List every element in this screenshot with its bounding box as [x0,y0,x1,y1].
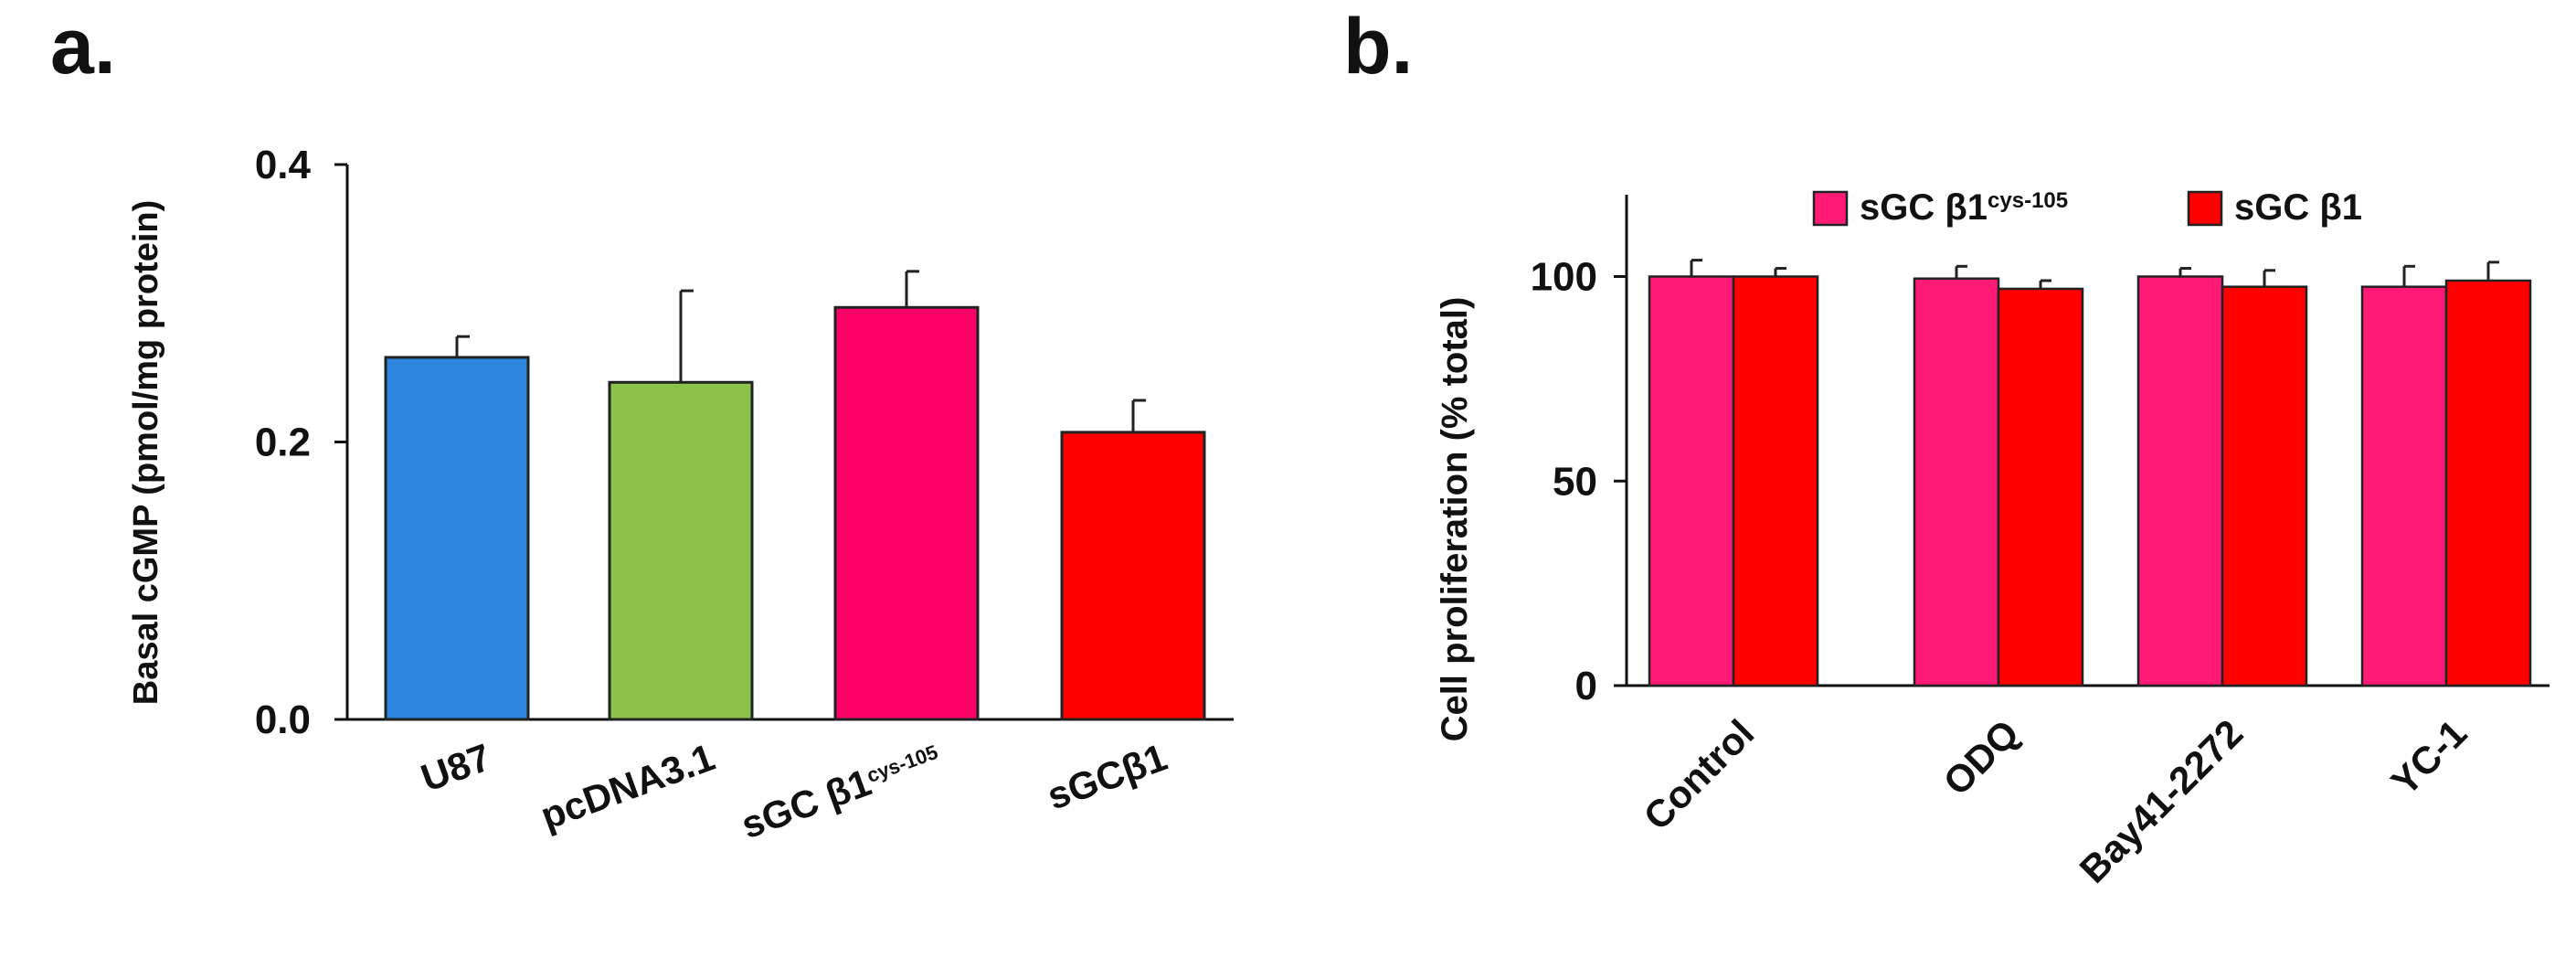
chart-a-category-label-sup: cys-105 [864,740,940,786]
chart-a-category-label: sGC β1cys-105 [736,735,946,846]
chart-a-y-tick-label: 0.4 [255,143,312,187]
chart-a-y-tick-label: 0.2 [255,420,311,465]
chart-a-category-label: U87 [416,735,496,800]
chart-b: Cell proliferation (% total) 0 50 100 Cont… [1435,187,2549,891]
chart-b-legend-label-text: sGC β1 [2234,187,2362,228]
chart-a-bar [608,380,754,721]
chart-b-category-label: Control [1636,711,1763,838]
chart-b-bar [1732,275,1819,687]
chart-b-bar [1997,287,2084,687]
chart-b-y-tick-label: 0 [1575,664,1597,708]
chart-a-y-tick-label: 0.0 [255,697,311,742]
chart-b-legend-swatch [2187,190,2223,227]
chart-a-bar [1060,431,1206,721]
chart-b-bar [2221,285,2308,687]
chart-a-category-label: sGCβ1 [1042,735,1172,817]
chart-b-bar [1648,275,1735,687]
chart-a-category-label-text: sGCβ1 [1042,735,1172,817]
chart-b-bar [1913,277,2000,687]
chart-b-bar [2136,275,2224,687]
chart-a-category-label-text: pcDNA3.1 [535,735,721,837]
chart-b-legend-label-text: sGC β1 [1860,187,1988,228]
chart-b-legend: sGC β1cys-105 sGC β1 [1812,187,2362,228]
chart-b-y-axis-title: Cell proliferation (% total) [1435,297,1475,742]
chart-a-category-label: pcDNA3.1 [535,735,721,837]
chart-b-category-label: Bay41-2272 [2072,711,2252,891]
chart-b-y-tick-label: 100 [1531,255,1597,300]
chart-a-bar [384,356,530,721]
chart-a-bar [833,305,980,721]
panel-a-letter: a. [50,3,116,90]
chart-b-legend-label-sup: cys-105 [1988,188,2068,213]
chart-b-legend-label: sGC β1cys-105 [1860,187,2068,228]
chart-a-y-axis-title: Basal cGMP (pmol/mg protein) [127,200,165,705]
chart-b-bar [2360,285,2448,687]
chart-b-y-tick-label: 50 [1553,459,1597,504]
chart-b-category-label: ODQ [1935,711,2027,804]
chart-b-bar [2444,279,2532,687]
chart-a: Basal cGMP (pmol/mg protein) 0.0 0.2 0.4 U… [127,143,1234,846]
chart-b-legend-label: sGC β1 [2234,187,2362,228]
chart-b-legend-swatch [1812,190,1849,227]
chart-a-category-label-text: U87 [416,735,496,800]
panel-b-letter: b. [1343,3,1413,90]
chart-a-category-label-text: sGC β1 [736,761,876,846]
chart-b-category-label: YC-1 [2382,711,2475,804]
